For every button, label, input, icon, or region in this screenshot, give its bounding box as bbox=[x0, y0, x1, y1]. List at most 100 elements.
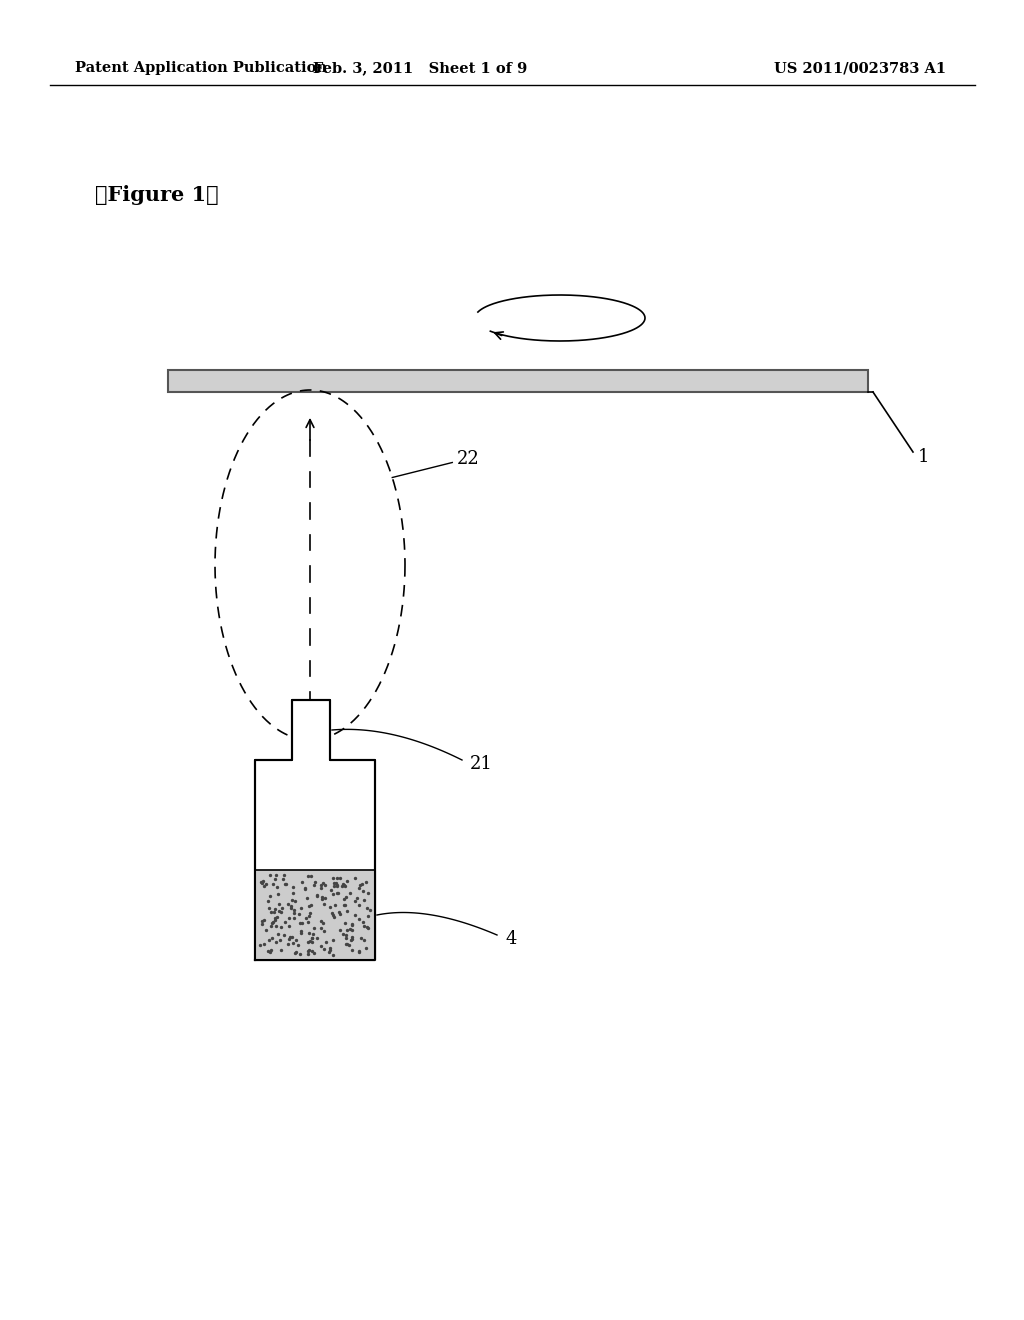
Point bbox=[357, 937, 374, 958]
Point bbox=[343, 913, 359, 935]
Point bbox=[253, 913, 269, 935]
Point bbox=[328, 894, 344, 915]
Point bbox=[296, 878, 312, 899]
Point bbox=[326, 867, 342, 888]
Text: 4: 4 bbox=[505, 931, 516, 948]
Point bbox=[338, 933, 354, 954]
Point bbox=[341, 935, 357, 956]
Polygon shape bbox=[255, 700, 375, 960]
Point bbox=[306, 917, 323, 939]
Point bbox=[278, 912, 294, 933]
Point bbox=[359, 906, 376, 927]
Point bbox=[342, 883, 358, 904]
Point bbox=[338, 927, 354, 948]
Point bbox=[300, 940, 316, 961]
Point bbox=[285, 933, 301, 954]
Point bbox=[261, 886, 278, 907]
Point bbox=[263, 940, 280, 961]
Point bbox=[286, 907, 302, 928]
Point bbox=[273, 898, 290, 919]
Point bbox=[325, 904, 341, 925]
Point bbox=[304, 928, 321, 949]
Point bbox=[293, 923, 309, 944]
Point bbox=[303, 940, 319, 961]
Point bbox=[300, 932, 316, 953]
Point bbox=[268, 865, 285, 886]
Point bbox=[256, 875, 272, 896]
Point bbox=[330, 883, 346, 904]
Point bbox=[286, 903, 302, 924]
Point bbox=[328, 873, 344, 894]
Point bbox=[322, 896, 338, 917]
Point bbox=[276, 924, 293, 945]
Point bbox=[266, 899, 283, 920]
Point bbox=[302, 894, 318, 915]
Point bbox=[255, 871, 271, 892]
Point bbox=[305, 923, 322, 944]
Point bbox=[281, 907, 297, 928]
Point bbox=[294, 871, 310, 892]
Point bbox=[313, 911, 330, 932]
Point bbox=[263, 912, 280, 933]
Point bbox=[301, 906, 317, 927]
Point bbox=[324, 903, 340, 924]
Point bbox=[261, 941, 278, 962]
Point bbox=[300, 865, 316, 886]
Point bbox=[335, 923, 351, 944]
Text: US 2011/0023783 A1: US 2011/0023783 A1 bbox=[774, 61, 946, 75]
Point bbox=[302, 931, 318, 952]
Point bbox=[299, 888, 315, 909]
Text: 【Figure 1】: 【Figure 1】 bbox=[95, 185, 219, 205]
Point bbox=[290, 935, 306, 956]
Point bbox=[325, 944, 341, 965]
Point bbox=[354, 911, 371, 932]
Text: Patent Application Publication: Patent Application Publication bbox=[75, 61, 327, 75]
Point bbox=[316, 887, 333, 908]
Point bbox=[303, 866, 319, 887]
Point bbox=[326, 875, 342, 896]
Point bbox=[258, 874, 274, 895]
Point bbox=[344, 929, 360, 950]
Point bbox=[313, 874, 330, 895]
Point bbox=[306, 942, 323, 964]
Point bbox=[314, 912, 331, 933]
Point bbox=[283, 898, 299, 919]
Point bbox=[344, 913, 360, 935]
Point bbox=[256, 909, 272, 931]
Point bbox=[294, 913, 310, 935]
Point bbox=[273, 917, 290, 939]
Point bbox=[261, 898, 278, 919]
Point bbox=[265, 902, 282, 923]
Point bbox=[276, 873, 293, 894]
Point bbox=[282, 916, 298, 937]
Point bbox=[351, 878, 368, 899]
Point bbox=[303, 931, 319, 952]
Point bbox=[297, 907, 313, 928]
Point bbox=[287, 891, 303, 912]
Point bbox=[349, 887, 366, 908]
Point bbox=[309, 928, 326, 949]
Point bbox=[281, 933, 297, 954]
Point bbox=[332, 904, 348, 925]
Point bbox=[337, 875, 353, 896]
Point bbox=[283, 896, 299, 917]
Point bbox=[316, 939, 333, 960]
Point bbox=[270, 894, 287, 915]
Text: 22: 22 bbox=[458, 450, 480, 469]
Point bbox=[292, 912, 308, 933]
Point bbox=[264, 912, 281, 933]
Point bbox=[304, 928, 321, 949]
Point bbox=[307, 871, 324, 892]
Point bbox=[254, 873, 270, 894]
Point bbox=[329, 867, 345, 888]
Point bbox=[347, 890, 364, 911]
Point bbox=[271, 900, 288, 921]
Point bbox=[288, 929, 304, 950]
Point bbox=[336, 895, 352, 916]
Point bbox=[278, 874, 294, 895]
Point bbox=[313, 917, 330, 939]
Point bbox=[323, 880, 339, 902]
Point bbox=[343, 940, 359, 961]
Point bbox=[272, 902, 289, 923]
Point bbox=[339, 919, 355, 940]
